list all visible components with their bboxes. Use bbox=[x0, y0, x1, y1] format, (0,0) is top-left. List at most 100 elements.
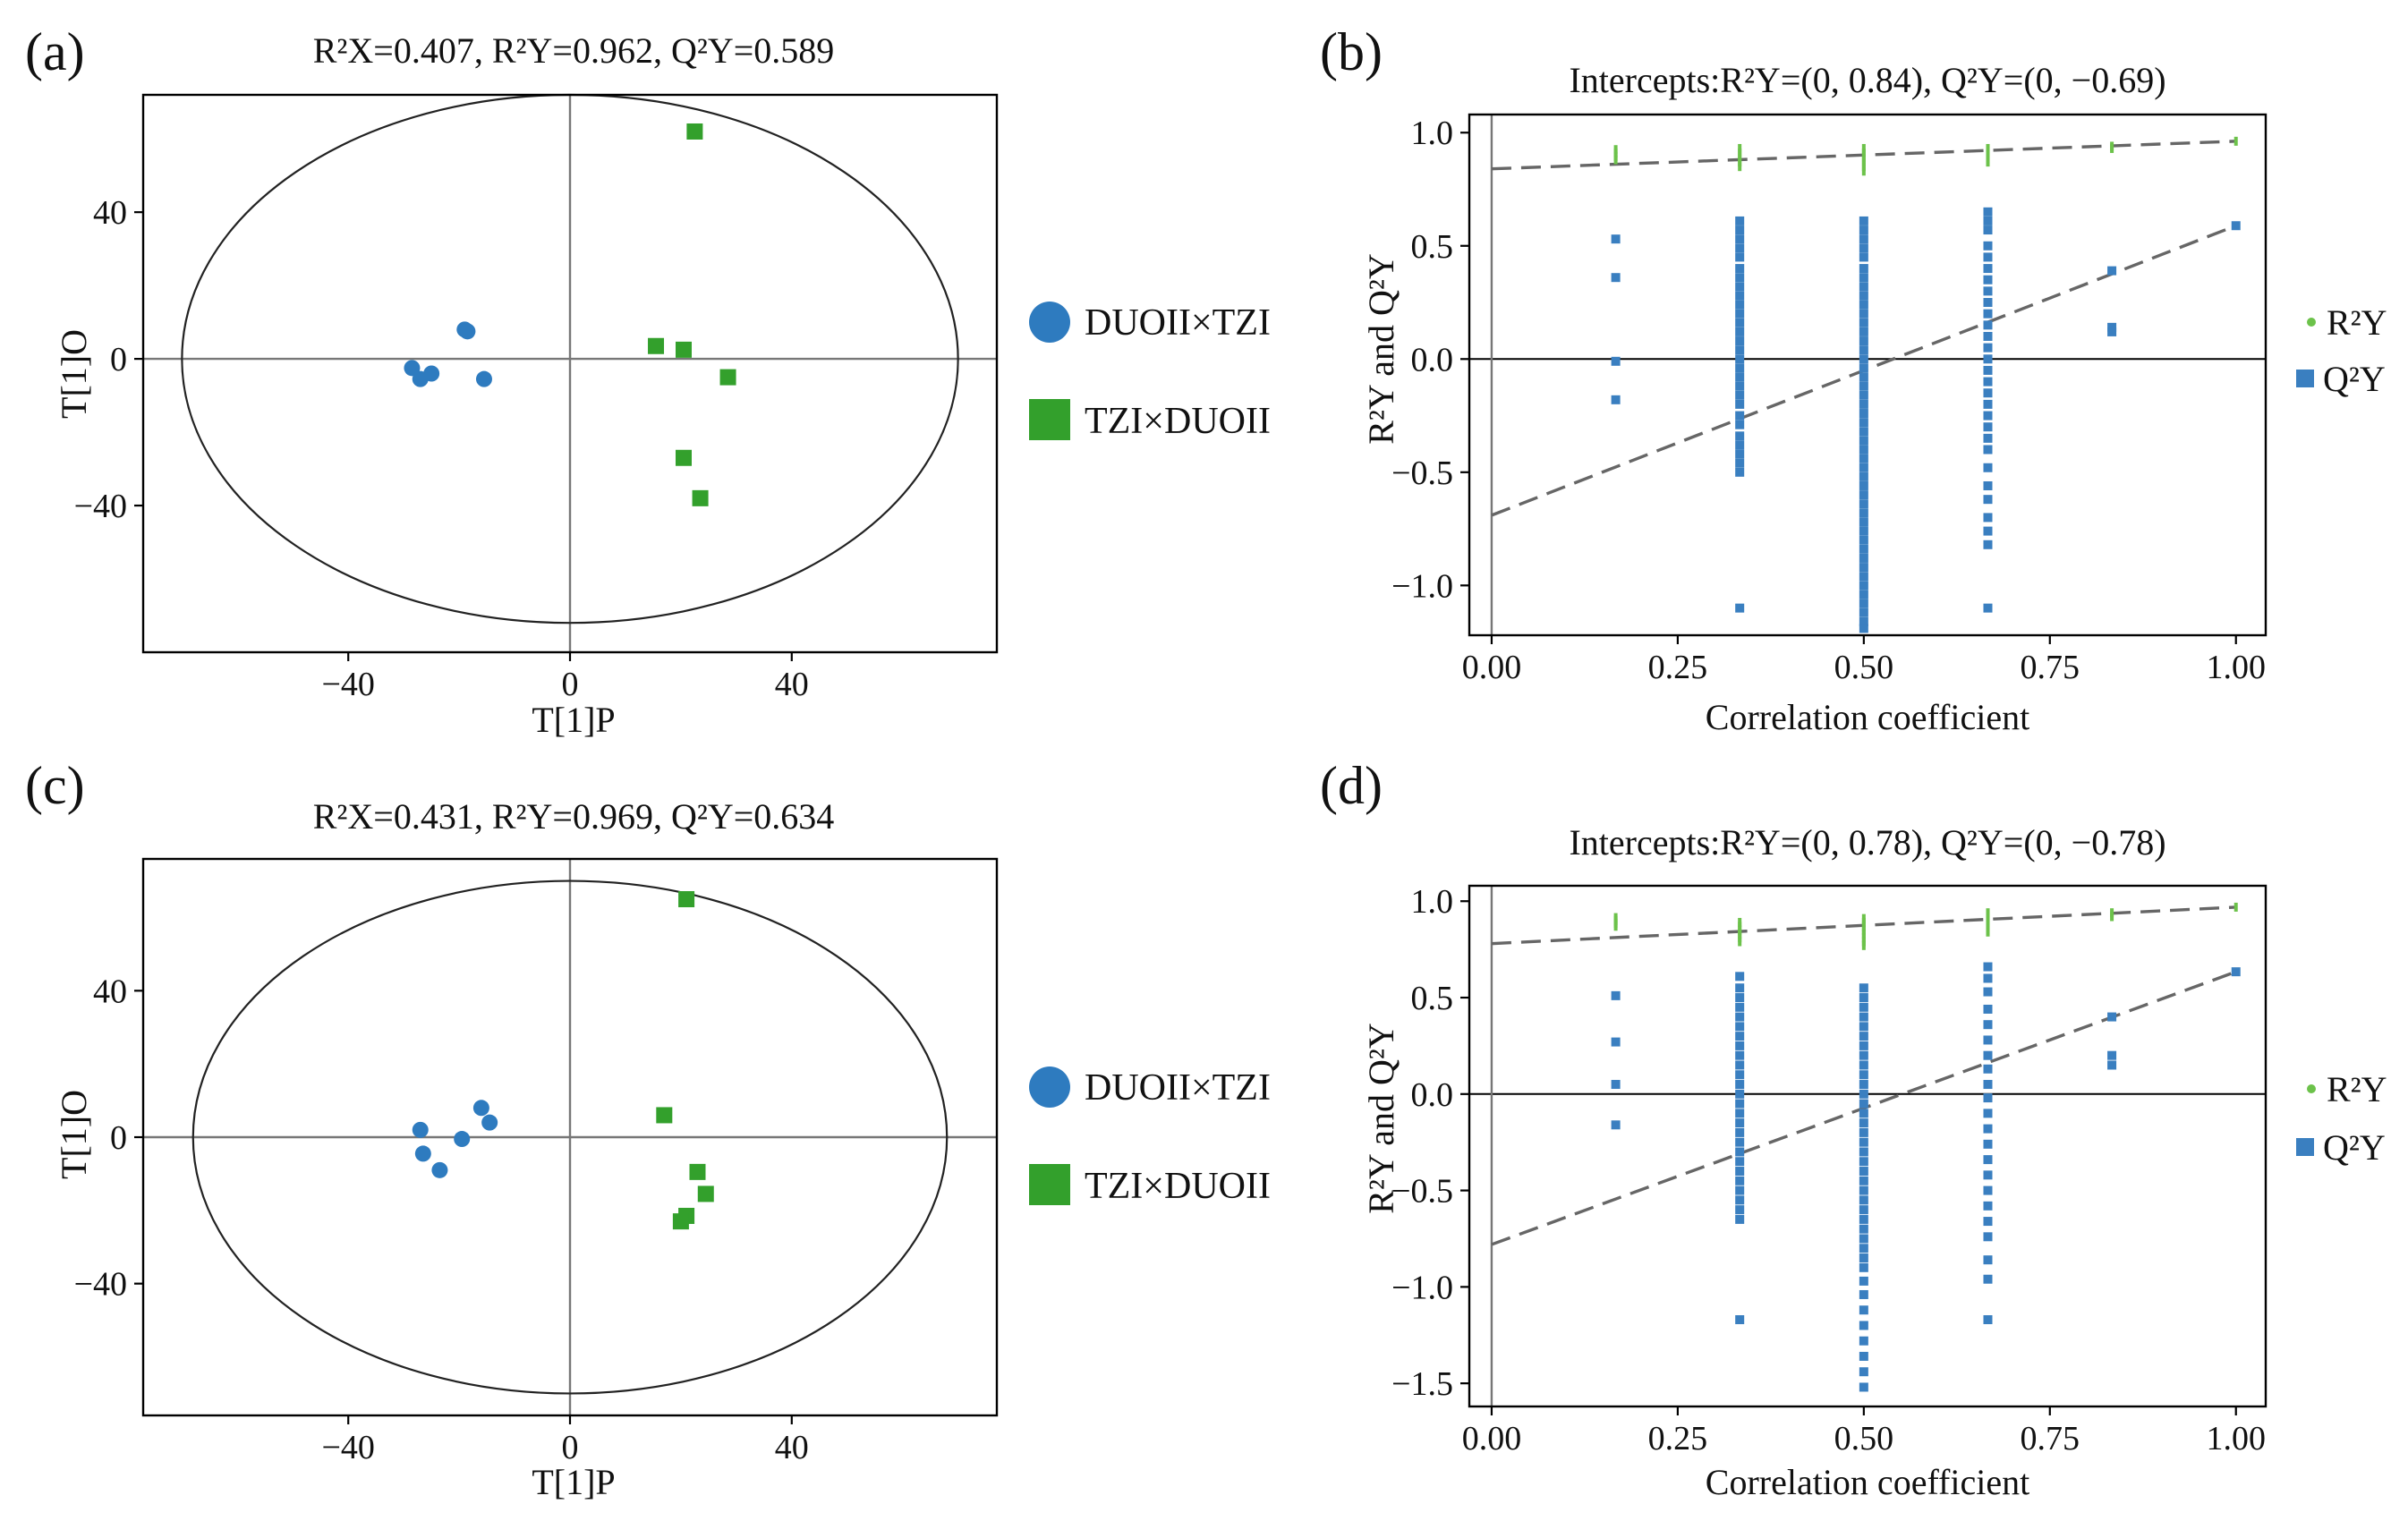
panel-c-title: R²X=0.431, R²Y=0.969, Q²Y=0.634 bbox=[313, 796, 835, 837]
panel-d-plot-frame bbox=[1468, 884, 2268, 1408]
panel-d-q2y-point-2-13 bbox=[1859, 1109, 1868, 1118]
panel-b-r2y-point-1-2 bbox=[1738, 153, 1742, 163]
panel-d-q2y-point-2-19 bbox=[1859, 1167, 1868, 1177]
panel-b-x-tick-label-3: 0.75 bbox=[2021, 649, 2080, 686]
panel-d-x-tick-label-4: 1.00 bbox=[2206, 1420, 2266, 1457]
panel-a-point-tzi-duoii-1 bbox=[648, 337, 665, 354]
panel-d-q2y-point-1-1 bbox=[1735, 983, 1745, 993]
panel-d-q2y-point-2-9 bbox=[1859, 1070, 1868, 1080]
panel-d-q2y-point-2-4 bbox=[1859, 1022, 1868, 1032]
panel-d-q2y-point-2-0 bbox=[1859, 983, 1868, 993]
panel-d-q2y-point-3-11 bbox=[1983, 1124, 1993, 1134]
panel-b-q2y-point-1-18 bbox=[1735, 381, 1745, 391]
panel-b-q2y-point-2-6 bbox=[1859, 273, 1868, 283]
panel-a-point-duoii-tzi-0 bbox=[404, 360, 421, 377]
panel-d-q2y-point-3-7 bbox=[1983, 1064, 1993, 1074]
panel-a-plot-frame bbox=[141, 93, 999, 654]
panel-a-x-tick-label-1: 0 bbox=[562, 666, 579, 703]
panel-a-title: R²X=0.407, R²Y=0.962, Q²Y=0.589 bbox=[313, 30, 835, 71]
panel-d-y-tick-label-2: −0.5 bbox=[1391, 1173, 1453, 1211]
panel-b-q2y-point-1-16 bbox=[1735, 363, 1745, 373]
panel-d-r2y-point-5-0 bbox=[2234, 902, 2238, 912]
panel-d-r2y-point-0-3 bbox=[1613, 913, 1618, 922]
panel-d-q2y-point-2-16 bbox=[1859, 1137, 1868, 1147]
panel-d-q2y-point-2-37 bbox=[1859, 1382, 1868, 1392]
panel-b-q2y-point-1-7 bbox=[1735, 282, 1745, 292]
panel-b-q2y-point-2-16 bbox=[1859, 363, 1868, 373]
panel-b-q2y-point-2-32 bbox=[1859, 508, 1868, 518]
panel-b-q2y-point-3-27 bbox=[1983, 540, 1993, 549]
panel-d-q2y-point-3-5 bbox=[1983, 1035, 1993, 1045]
panel-a-legend-label-tzi-duoii: TZI×DUOII bbox=[1085, 401, 1271, 442]
panel-d-q2y-point-1-21 bbox=[1735, 1176, 1745, 1185]
panel-b-q2y-point-1-2 bbox=[1735, 234, 1745, 244]
panel-b-x-axis-label: Correlation coefficient bbox=[1706, 697, 2029, 737]
panel-b-q2y-point-3-4 bbox=[1983, 252, 1993, 262]
panel-b-r2y-point-1-4 bbox=[1738, 143, 1742, 153]
panel-b-q2y-point-3-7 bbox=[1983, 286, 1993, 296]
panel-b-q2y-point-3-15 bbox=[1983, 377, 1993, 387]
panel-b-q2y-point-2-7 bbox=[1859, 282, 1868, 292]
panel-d-y-tick-label-4: 0.5 bbox=[1411, 980, 1454, 1017]
panel-c-legend-marker-tzi-duoii bbox=[1029, 1164, 1070, 1205]
panel-b-q2y-point-2-11 bbox=[1859, 318, 1868, 327]
panel-b-r2y-point-1-1 bbox=[1738, 157, 1742, 167]
panel-d-q2y-point-2-25 bbox=[1859, 1224, 1868, 1234]
panel-d-q2y-point-0-2 bbox=[1611, 1080, 1621, 1090]
panel-d-q2y-point-2-27 bbox=[1859, 1244, 1868, 1253]
panel-b-q2y-point-2-5 bbox=[1859, 264, 1868, 274]
panel-d-q2y-point-2-29 bbox=[1859, 1262, 1868, 1272]
panel-b-q2y-point-1-17 bbox=[1735, 372, 1745, 382]
panel-a-y-axis-label: T[1]O bbox=[54, 329, 94, 419]
panel-d-q2y-point-2-14 bbox=[1859, 1118, 1868, 1128]
panel-d-q2y-point-3-8 bbox=[1983, 1080, 1993, 1090]
panel-b-q2y-point-3-17 bbox=[1983, 399, 1993, 409]
panel-c-x-tick-label-1: 0 bbox=[562, 1429, 579, 1466]
panel-a-plot-area: −40 0 40 −40 0 40 bbox=[74, 93, 999, 703]
panel-d-plot-area: 0.00 0.25 0.50 0.75 1.00 −1.5 −1.0 −0.5 0.0 0.5 1.… bbox=[1391, 883, 2268, 1457]
panel-b-q2y-point-1-15 bbox=[1735, 354, 1745, 364]
panel-b-q2y-point-2-17 bbox=[1859, 372, 1868, 382]
panel-b-q2y-point-2-27 bbox=[1859, 463, 1868, 472]
panel-b-q2y-point-2-41 bbox=[1859, 590, 1868, 599]
panel-d-q2y-point-3-6 bbox=[1983, 1050, 1993, 1060]
panel-d-q2y-point-2-35 bbox=[1859, 1351, 1868, 1361]
panel-b-q2y-point-3-26 bbox=[1983, 526, 1993, 536]
panel-b-r2y-point-5-0 bbox=[2234, 136, 2238, 146]
panel-b-q2y-point-1-26 bbox=[1735, 458, 1745, 468]
panel-b-q2y-point-2-21 bbox=[1859, 409, 1868, 419]
panel-b-q2y-point-3-12 bbox=[1983, 343, 1993, 353]
panel-b-q2y-point-3-22 bbox=[1983, 463, 1993, 472]
panel-d-q2y-point-1-20 bbox=[1735, 1167, 1745, 1177]
panel-a-legend-marker-duoii-tzi bbox=[1029, 302, 1070, 343]
panel-b-x-tick-label-0: 0.00 bbox=[1462, 649, 1522, 686]
panel-d-q2y-point-1-14 bbox=[1735, 1109, 1745, 1118]
panel-d-q2y-point-1-15 bbox=[1735, 1118, 1745, 1128]
panel-b-q2y-point-4-1 bbox=[2107, 322, 2117, 332]
panel-d-q2y-point-1-10 bbox=[1735, 1070, 1745, 1080]
panel-b-q2y-point-0-1 bbox=[1611, 273, 1621, 283]
panel-c-point-duoii-tzi-2 bbox=[431, 1161, 448, 1178]
panel-d-q2y-point-1-17 bbox=[1735, 1137, 1745, 1147]
panel-b-q2y-point-2-35 bbox=[1859, 535, 1868, 545]
panel-a-point-duoii-tzi-2 bbox=[423, 365, 440, 382]
panel-c-confidence-ellipse bbox=[191, 879, 949, 1395]
panel-d-q2y-point-1-22 bbox=[1735, 1185, 1745, 1195]
panel-b-q2y-point-2-4 bbox=[1859, 252, 1868, 262]
panel-b-x-tick-label-2: 0.50 bbox=[1834, 649, 1894, 686]
panel-d-legend: R²Y Q²Y bbox=[2296, 1069, 2387, 1168]
panel-d-q2y-point-3-3 bbox=[1983, 1004, 1993, 1014]
panel-b-r2y-point-3-0 bbox=[1986, 157, 1990, 167]
panel-b-q2y-point-3-3 bbox=[1983, 241, 1993, 251]
panel-b-r2y-point-2-4 bbox=[1861, 149, 1866, 158]
panel-d-q2y-point-4-2 bbox=[2107, 1060, 2117, 1070]
panel-c-point-duoii-tzi-0 bbox=[412, 1121, 429, 1138]
panel-d-q2y-point-2-5 bbox=[1859, 1032, 1868, 1041]
panel-d-q2y-point-1-19 bbox=[1735, 1157, 1745, 1167]
panel-d-label: (d) bbox=[1320, 756, 1383, 815]
panel-d-q2y-point-2-17 bbox=[1859, 1147, 1868, 1157]
panel-b-q2y-point-2-10 bbox=[1859, 309, 1868, 319]
panel-d-title: Intercepts:R²Y=(0, 0.78), Q²Y=(0, −0.78) bbox=[1569, 822, 2165, 862]
panel-d-q2y-point-3-1 bbox=[1983, 973, 1993, 983]
panel-b-q2y-point-2-28 bbox=[1859, 472, 1868, 481]
